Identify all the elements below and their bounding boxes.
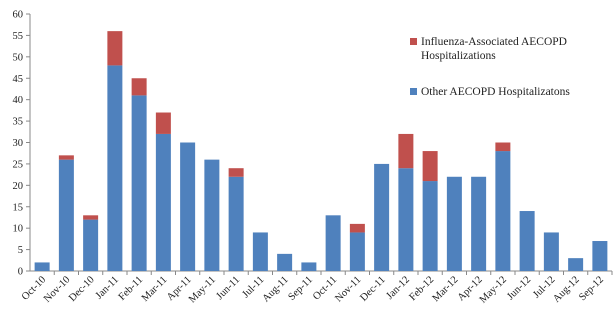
legend-swatch (410, 88, 417, 95)
bar-segment-other (446, 176, 462, 271)
bar-segment-other (204, 159, 220, 271)
bars (34, 31, 608, 272)
bar-segment-influenza (349, 223, 365, 233)
bar-segment-other (374, 163, 390, 271)
x-tick-label: Jun-11 (215, 274, 243, 302)
legend: Influenza-Associated AECOPD Hospitalizati… (410, 36, 570, 98)
legend-label: Influenza-Associated AECOPD (421, 36, 567, 48)
x-tick-label: May-12 (478, 274, 509, 305)
bar-segment-other (180, 142, 196, 271)
bar-segment-influenza (83, 215, 99, 220)
bar-segment-other (495, 151, 511, 271)
x-tick-label: Aug-11 (261, 274, 291, 304)
y-tick-label: 25 (13, 159, 24, 170)
bar-segment-other (301, 262, 317, 271)
bar-segment-other (398, 168, 414, 271)
legend-label: Other AECOPD Hospitalizatons (421, 86, 570, 98)
y-tick-label: 10 (13, 224, 24, 235)
bar-segment-other (277, 253, 293, 271)
bar-segment-other (471, 176, 487, 271)
bar-segment-influenza (228, 168, 244, 177)
x-tick-label: Nov-11 (333, 274, 363, 304)
y-tick-label: 60 (13, 10, 24, 21)
y-tick-label: 5 (18, 245, 23, 256)
x-tick-label: May-11 (187, 274, 218, 305)
bar-segment-influenza (155, 112, 171, 134)
bar-segment-influenza (131, 78, 147, 96)
bar-segment-other (228, 176, 244, 271)
bar-segment-other (83, 219, 99, 271)
y-tick-label: 0 (18, 267, 23, 278)
y-tick-label: 15 (13, 202, 24, 213)
x-tick-label: Aug-12 (551, 274, 581, 304)
y-tick-label: 35 (13, 117, 24, 128)
bar-segment-other (568, 258, 584, 271)
bar-segment-other (131, 95, 147, 271)
y-axis: 0 5 10 15 20 25 30 35 40 45 50 55 60 (13, 10, 31, 278)
bar-segment-other (58, 159, 74, 271)
y-tick-label: 55 (13, 31, 24, 42)
bar-segment-other (592, 241, 608, 271)
x-tick-label: Dec-11 (358, 274, 387, 303)
bar-segment-other (519, 211, 535, 271)
bar-segment-other (155, 133, 171, 271)
x-tick-label: Mar-12 (431, 274, 461, 304)
y-tick-label: 40 (13, 95, 24, 106)
x-tick-label: Sep-12 (577, 274, 606, 303)
bar-segment-influenza (422, 151, 438, 182)
x-tick-label: Jun-12 (505, 274, 533, 302)
y-tick-label: 50 (13, 52, 24, 63)
bar-segment-influenza (107, 31, 123, 66)
x-tick-label: Mar-11 (140, 274, 170, 304)
y-tick-label: 30 (13, 138, 24, 149)
x-tick-label: Nov-10 (42, 274, 72, 304)
x-axis: Oct-10Nov-10Dec-10Jan-11Feb-11Mar-11Apr-… (20, 270, 613, 306)
x-tick-label: Dec-10 (67, 274, 97, 304)
legend-label-line2: Hospitalizations (421, 50, 496, 62)
bar-segment-influenza (495, 142, 511, 152)
bar-segment-other (34, 262, 50, 271)
bar-segment-influenza (58, 155, 74, 160)
y-tick-label: 45 (13, 74, 24, 85)
legend-swatch (410, 38, 417, 45)
bar-segment-influenza (398, 133, 414, 169)
bar-segment-other (349, 232, 365, 271)
bar-segment-other (107, 65, 123, 272)
x-tick-label: Jan-11 (94, 274, 121, 301)
bar-segment-other (325, 215, 341, 271)
x-tick-label: Jan-12 (384, 274, 412, 302)
y-tick-label: 20 (13, 181, 24, 192)
bar-segment-other (422, 181, 438, 271)
x-tick-label: Sep-11 (286, 274, 315, 303)
bar-segment-other (252, 232, 268, 271)
bar-segment-other (543, 232, 559, 271)
